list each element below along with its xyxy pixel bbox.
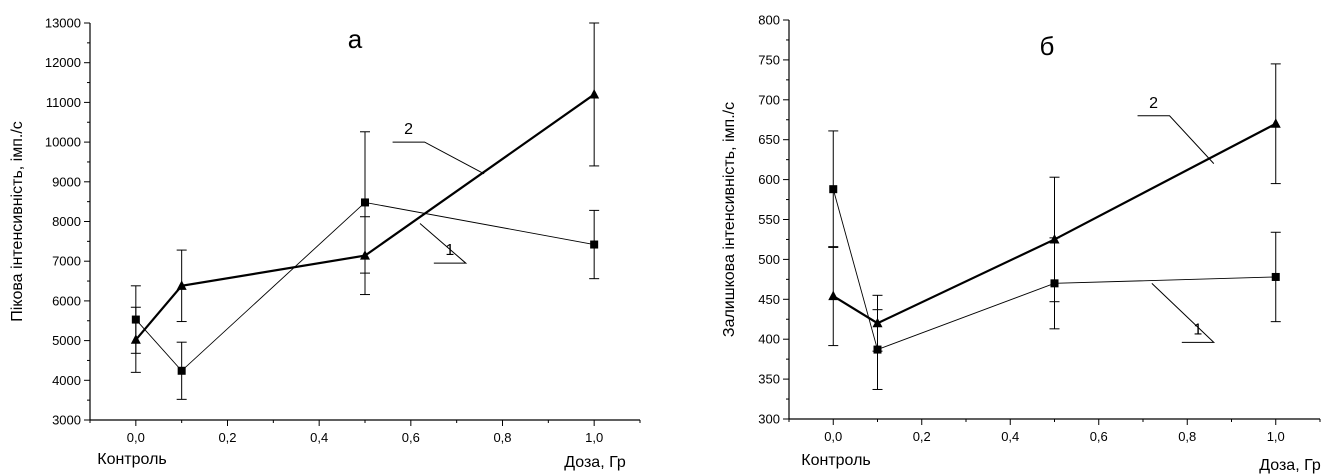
data-point-square: [590, 240, 599, 249]
x-axis-label: Доза, Гр: [1259, 457, 1321, 474]
x-tick-label: 0,6: [1090, 429, 1108, 444]
data-point-triangle: [360, 250, 370, 260]
panel-letter: а: [348, 24, 363, 54]
series-label: 1: [445, 242, 454, 259]
x-control-label: Контроль: [97, 451, 167, 468]
y-tick-label: 500: [758, 252, 780, 267]
data-point-square: [177, 366, 186, 375]
y-tick-label: 400: [758, 332, 780, 347]
chart-panel-2: 300 350 400 450 500 550 600 650 700 750 800 0,0 0,2 0…: [721, 13, 1321, 474]
data-point-triangle: [176, 280, 187, 290]
data-point-triangle: [1270, 118, 1281, 128]
x-tick-label: 0,8: [493, 430, 511, 445]
y-axis-label: Залишкова інтенсивність, імп./с: [721, 102, 738, 337]
y-tick-label: 5000: [52, 333, 81, 348]
y-tick-label: 4000: [52, 373, 81, 388]
x-tick-label: 0,4: [1001, 429, 1019, 444]
data-point-square: [361, 198, 369, 207]
series-line: [135, 201, 595, 372]
y-tick-label: 11000: [46, 95, 81, 110]
series-label: 1: [1193, 321, 1202, 338]
y-tick-label: 9000: [52, 174, 81, 189]
x-tick-label: 0,2: [218, 430, 236, 445]
data-point-square: [1271, 272, 1280, 281]
series-2: 2: [828, 63, 1281, 352]
y-tick-label: 800: [758, 13, 780, 28]
series-line: [832, 189, 1276, 351]
series-line: [832, 122, 1277, 325]
y-tick-label: 6000: [52, 293, 81, 308]
series-label: 2: [1149, 95, 1158, 112]
y-axis-label: Пікова інтенсивність, імп./с: [9, 121, 26, 322]
y-tick-label: 10000: [45, 135, 81, 150]
series-label-leader: [1137, 115, 1215, 164]
x-axis-label: Доза, Гр: [564, 454, 626, 471]
y-tick-label: 3000: [52, 413, 81, 428]
y-tick-label: 700: [758, 92, 780, 107]
x-tick-label: 1,0: [585, 430, 603, 445]
y-tick-label: 8000: [52, 214, 81, 229]
x-tick-label: 0,0: [824, 429, 842, 444]
series-label-leader: [1151, 282, 1216, 343]
series-label: 2: [404, 121, 413, 138]
data-point-triangle: [872, 317, 883, 328]
y-tick-label: 350: [758, 372, 780, 387]
series-2: 2: [130, 22, 600, 373]
y-tick-label: 13000: [45, 16, 81, 31]
y-tick-label: 300: [758, 412, 780, 427]
y-tick-label: 650: [758, 132, 780, 147]
y-tick-label: 750: [758, 52, 780, 67]
data-point-triangle: [130, 334, 141, 344]
series-line: [134, 93, 595, 341]
y-tick-label: 450: [758, 292, 780, 307]
x-tick-label: 1,0: [1267, 429, 1285, 444]
x-tick-label: 0,8: [1178, 429, 1196, 444]
panel-letter: б: [1040, 31, 1055, 61]
series-label-leader: [392, 141, 485, 175]
x-control-label: Контроль: [801, 452, 871, 469]
y-tick-label: 600: [758, 172, 780, 187]
y-tick-label: 7000: [52, 254, 81, 269]
data-point-square: [829, 185, 838, 194]
y-tick-label: 12000: [45, 55, 81, 70]
x-tick-label: 0,6: [402, 430, 420, 445]
chart-panel-1: 3000400050006000700080009000100001100012…: [9, 16, 641, 471]
data-point-triangle: [828, 290, 839, 301]
data-point-triangle: [1049, 233, 1060, 244]
x-tick-label: 0,2: [913, 429, 931, 444]
x-tick-label: 0,0: [127, 430, 145, 445]
series-label-leader: [419, 223, 468, 264]
data-point-triangle: [589, 88, 600, 99]
y-tick-label: 550: [758, 212, 780, 227]
x-tick-label: 0,4: [310, 430, 328, 445]
